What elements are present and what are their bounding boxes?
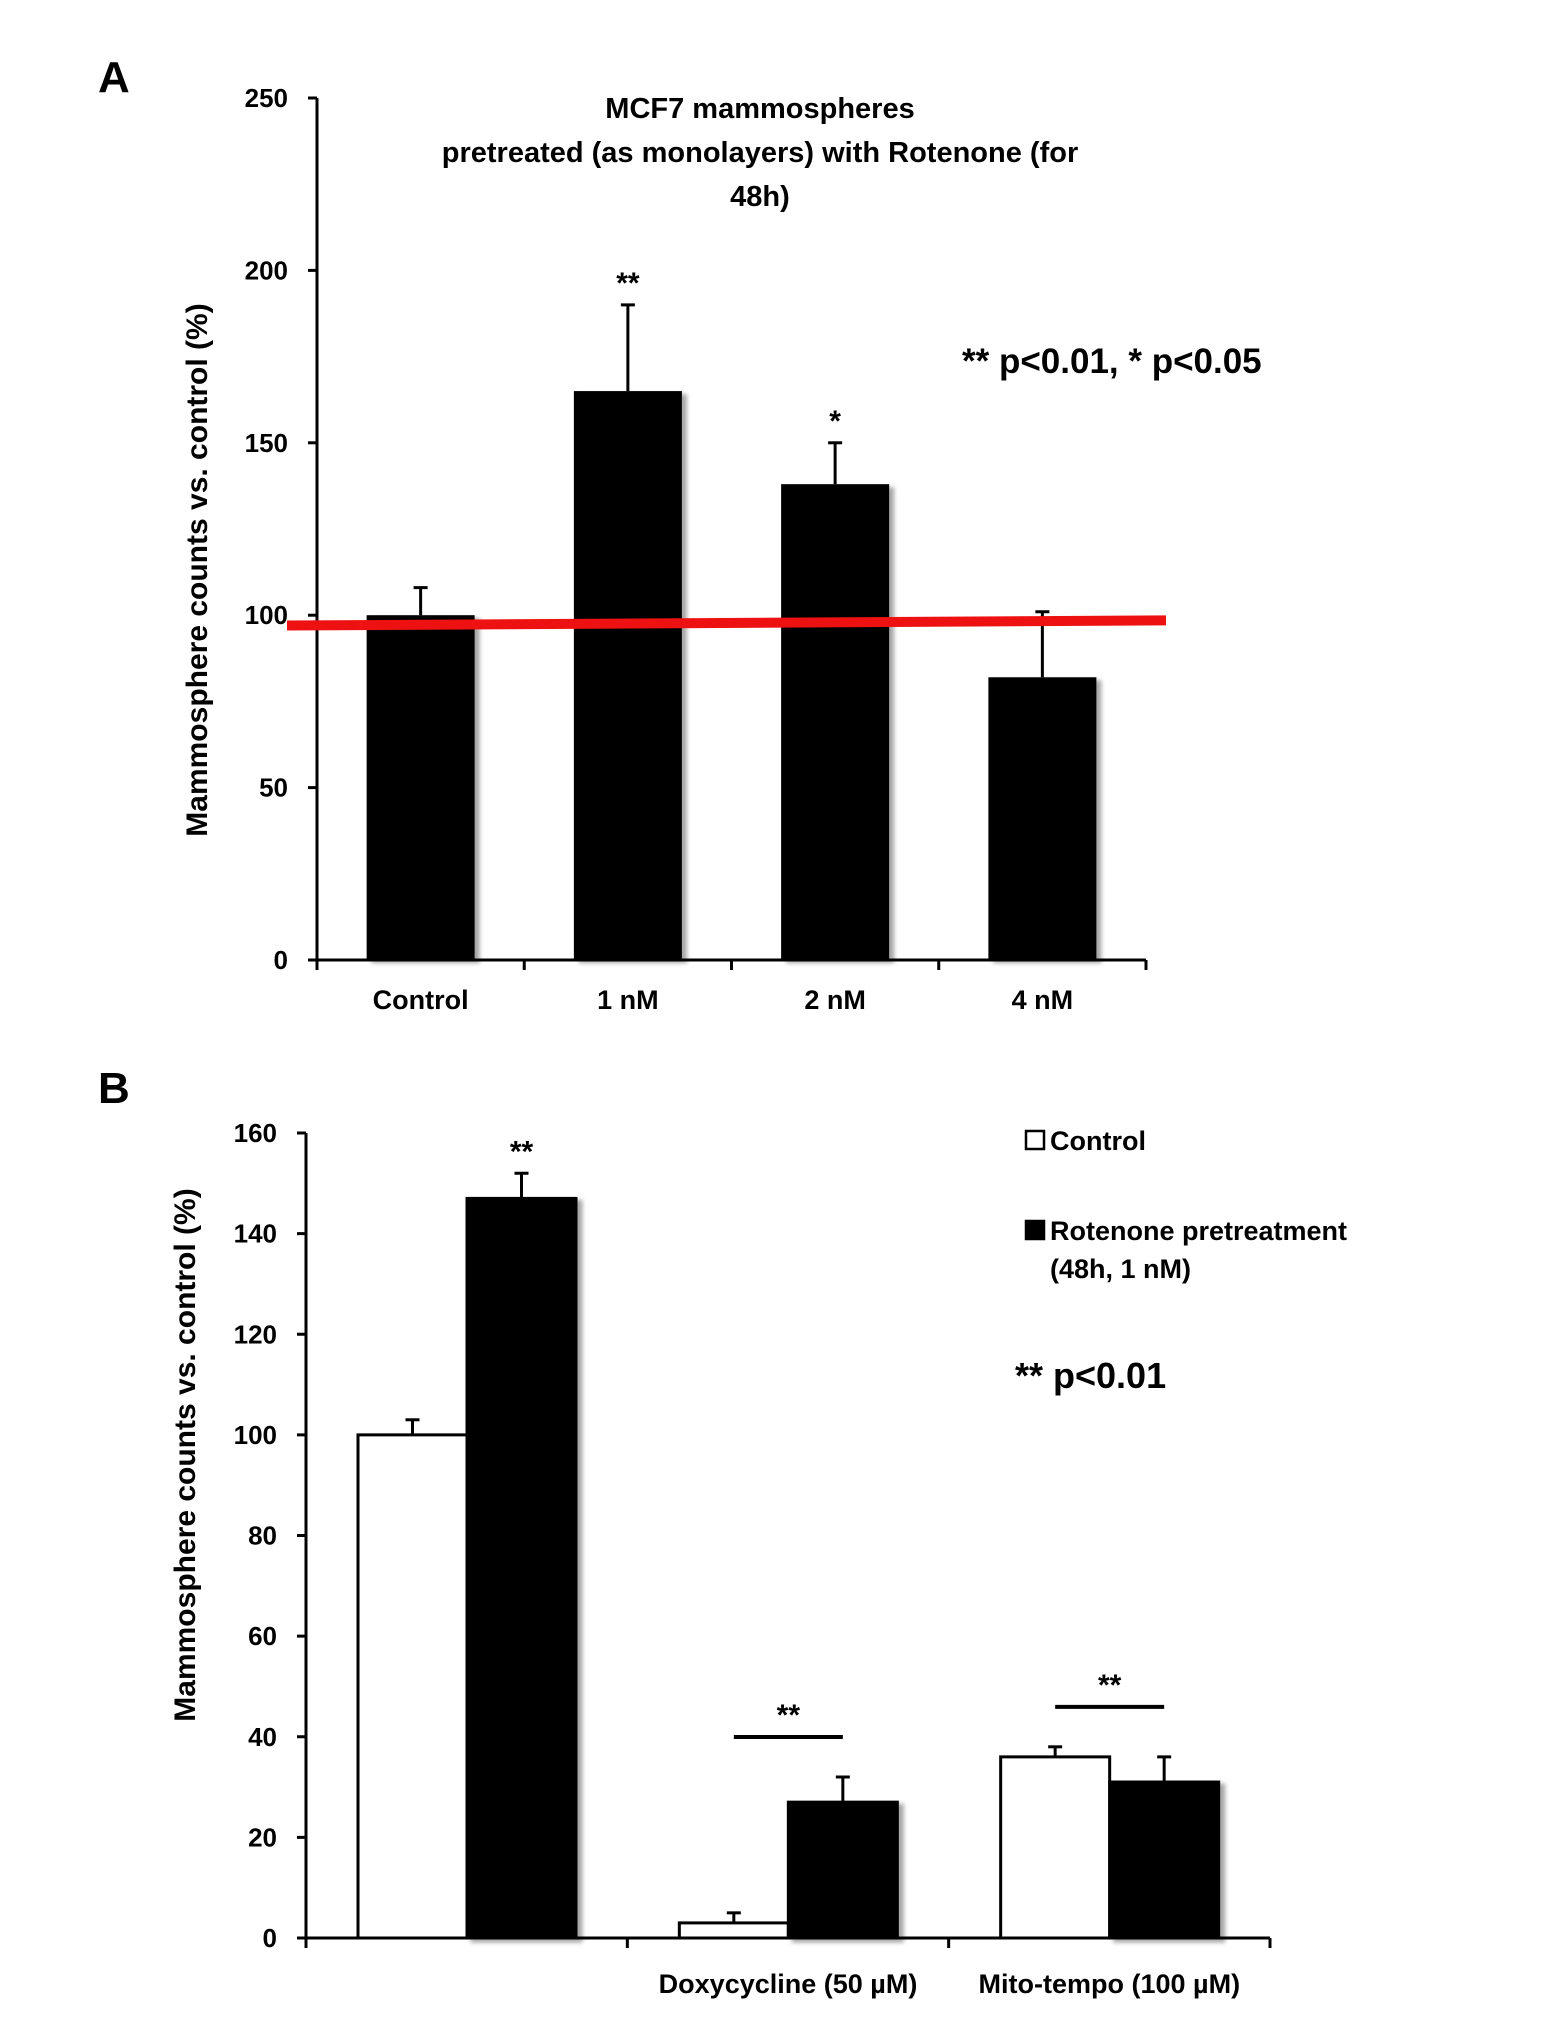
legend-swatch-rotenone xyxy=(1024,1219,1046,1241)
bar-b-rotenone xyxy=(465,1196,578,1940)
significance-marker-a: * xyxy=(829,405,841,438)
x-tick-label-a: 4 nM xyxy=(1012,985,1074,1015)
bar-b-control xyxy=(999,1755,1112,1940)
x-axis-a xyxy=(315,958,1148,970)
x-tick-label-a: 2 nM xyxy=(804,985,866,1015)
bar-a xyxy=(573,391,682,961)
panel-a-label: A xyxy=(98,53,130,102)
reference-line-a-stroke xyxy=(286,615,1167,631)
bar-b-control xyxy=(677,1921,790,1940)
y-tick-label-a: 50 xyxy=(259,773,288,803)
x-tick-label-a: 1 nM xyxy=(597,985,659,1015)
significance-note-b: ** p<0.01 xyxy=(1015,1355,1166,1396)
y-tick-label-b: 40 xyxy=(248,1722,277,1752)
x-tick-label-a: Control xyxy=(373,985,469,1015)
significance-marker-b: ** xyxy=(777,1699,801,1732)
y-tick-label-b: 100 xyxy=(234,1420,277,1450)
y-tick-label-b: 160 xyxy=(234,1118,277,1148)
bar-b-rotenone xyxy=(786,1800,899,1940)
reference-line-a xyxy=(286,615,1167,631)
x-tick-label-b: Doxycycline (50 µM) xyxy=(659,1969,918,1999)
bar-b-rotenone xyxy=(1108,1780,1221,1940)
y-tick-label-a: 100 xyxy=(245,600,288,630)
y-tick-label-a: 150 xyxy=(245,428,288,458)
chart-a-title-line-1: MCF7 mammospheres xyxy=(605,93,914,125)
legend-label-rotenone-line-2: (48h, 1 nM) xyxy=(1050,1254,1191,1284)
chart-a-title-line-3: 48h) xyxy=(730,181,790,213)
y-tick-label-b: 80 xyxy=(248,1521,277,1551)
chart-a-title-line-2: pretreated (as monolayers) with Rotenone… xyxy=(442,137,1079,169)
y-axis-a: 0 50 100 150 200 250 xyxy=(245,83,319,975)
y-axis-b-label: Mammosphere counts vs. control (%) xyxy=(169,1188,202,1721)
legend-label-rotenone-line-1: Rotenone pretreatment xyxy=(1050,1216,1347,1246)
y-tick-label-b: 0 xyxy=(263,1923,277,1953)
bar-a xyxy=(988,677,1097,960)
y-tick-label-b: 140 xyxy=(234,1219,277,1249)
legend-label-control: Control xyxy=(1050,1126,1146,1156)
y-tick-label-a: 250 xyxy=(245,83,288,113)
panel-b: B Mammosphere counts vs. control (%) 0 20… xyxy=(98,1064,1347,1999)
significance-marker-a: ** xyxy=(616,267,640,300)
bar-a xyxy=(366,615,475,960)
bars-b: ** ** Doxycycline (50 µM) ** Mito-tempo (100… xyxy=(356,1135,1241,1999)
y-tick-label-b: 20 xyxy=(248,1822,277,1852)
significance-marker-b: ** xyxy=(510,1135,534,1168)
bars-a: Control ** 1 nM * 2 nM 4 nM xyxy=(366,267,1097,1015)
legend-b: Control Rotenone pretreatment (48h, 1 nM… xyxy=(1024,1126,1347,1284)
y-tick-label-b: 120 xyxy=(234,1319,277,1349)
y-tick-label-b: 60 xyxy=(248,1621,277,1651)
y-tick-label-a: 0 xyxy=(274,945,288,975)
panel-a: A MCF7 mammospheres pretreated (as monol… xyxy=(98,53,1262,1015)
bar-a xyxy=(781,484,890,960)
y-axis-b: 0 20 40 60 80 100 120 140 160 xyxy=(234,1118,308,1953)
x-tick-label-b: Mito-tempo (100 µM) xyxy=(979,1969,1241,1999)
significance-note-a: ** p<0.01, * p<0.05 xyxy=(962,342,1262,381)
bar-b-control xyxy=(356,1433,469,1940)
significance-marker-b: ** xyxy=(1098,1669,1122,1702)
legend-swatch-control xyxy=(1024,1129,1046,1151)
y-axis-a-label: Mammosphere counts vs. control (%) xyxy=(181,303,214,836)
y-tick-label-a: 200 xyxy=(245,255,288,285)
panel-b-label: B xyxy=(98,1064,130,1113)
